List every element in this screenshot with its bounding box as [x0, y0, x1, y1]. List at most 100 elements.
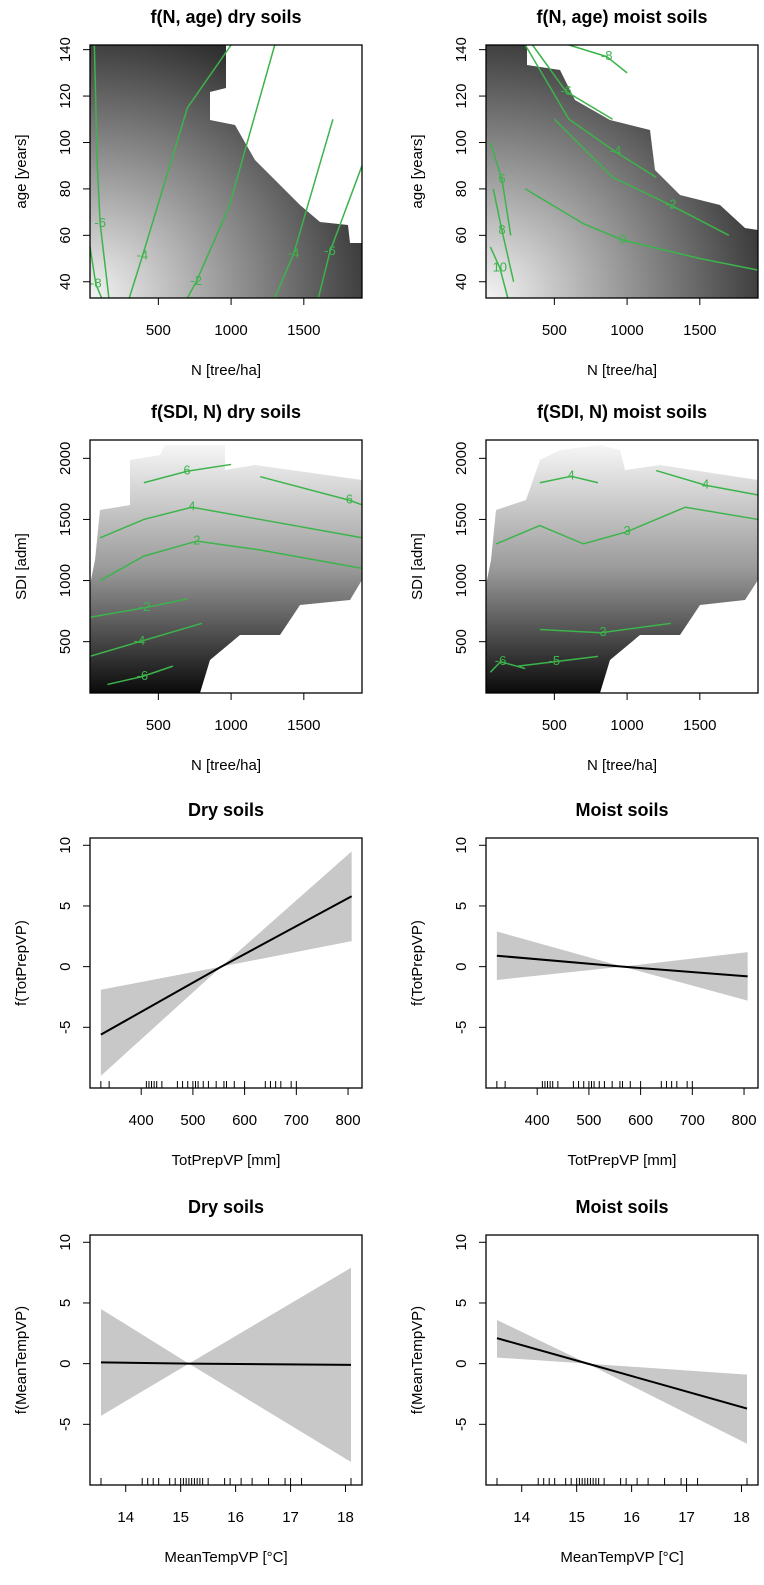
x-tick-label: 500 [146, 322, 171, 339]
contour-line [524, 44, 657, 178]
contour-line [128, 44, 232, 299]
x-tick-label: 1500 [287, 717, 320, 734]
x-tick-label: 600 [628, 1112, 653, 1129]
x-tick-label: 16 [623, 1509, 640, 1526]
contour-line [93, 44, 110, 299]
x-tick-label: 14 [117, 1509, 134, 1526]
x-tick-label: 500 [542, 717, 567, 734]
y-axis-label: f(TotPrepVP) [13, 920, 30, 1006]
x-tick-label: 1500 [683, 717, 716, 734]
contour-line [517, 655, 599, 667]
contour-label: 8 [498, 222, 505, 237]
fit-line [100, 1361, 352, 1366]
contour-label: -5 [549, 653, 561, 668]
plot-frame [89, 1234, 363, 1486]
contour-line [317, 165, 363, 299]
contour-label: -4 [288, 245, 300, 260]
contour-label: 0 [619, 231, 626, 246]
panel-title: Moist soils [575, 800, 668, 820]
x-axis-label: TotPrepVP [mm] [568, 1152, 677, 1169]
y-axis-label: f(MeanTempVP) [409, 1306, 426, 1414]
contour-line [107, 665, 174, 686]
contour-line [495, 506, 759, 545]
y-tick-label: 80 [57, 181, 74, 198]
contour-line [489, 142, 512, 236]
x-tick-label: 800 [732, 1112, 757, 1129]
surface [90, 445, 362, 693]
contour-label: 6 [498, 171, 505, 186]
x-tick-label: 15 [172, 1509, 189, 1526]
y-axis-label: f(MeanTempVP) [13, 1306, 30, 1414]
plot-frame [485, 837, 759, 1089]
contour-line [539, 475, 599, 484]
y-tick-label: 100 [57, 130, 74, 155]
confidence-band [496, 931, 748, 1001]
confidence-band [496, 1319, 748, 1444]
y-tick-label: 120 [57, 84, 74, 109]
plot-frame [89, 837, 363, 1089]
contour-label: 3 [623, 523, 630, 538]
y-tick-label: 5 [453, 902, 470, 910]
y-tick-label: 1500 [453, 503, 470, 536]
surface [90, 45, 362, 298]
y-tick-label: 10 [453, 837, 470, 854]
contour-line [492, 188, 515, 282]
contour-line [274, 119, 334, 299]
x-tick-label: 500 [576, 1112, 601, 1129]
y-tick-label: 5 [453, 1299, 470, 1307]
fit-line [496, 954, 748, 978]
contour-line [259, 475, 363, 506]
contour-line [89, 622, 203, 658]
x-axis-label: MeanTempVP [°C] [560, 1549, 683, 1566]
contour-label: -2 [139, 599, 151, 614]
y-tick-label: 2000 [57, 442, 74, 475]
y-axis-label: SDI [adm] [409, 533, 426, 600]
y-tick-label: 140 [57, 37, 74, 62]
x-tick-label: 1000 [214, 322, 247, 339]
fit-line [496, 1337, 748, 1410]
y-tick-label: -5 [453, 1021, 470, 1034]
y-tick-label: 1000 [57, 564, 74, 597]
y-tick-label: 500 [57, 629, 74, 654]
contour-label: 4 [188, 499, 195, 514]
contour-label: -6 [560, 83, 572, 98]
y-tick-label: 10 [57, 1234, 74, 1251]
contour-line [143, 463, 232, 484]
surface [486, 445, 758, 693]
x-axis-label: N [tree/ha] [191, 757, 261, 774]
contour-line [553, 118, 730, 236]
x-tick-label: 17 [678, 1509, 695, 1526]
contour-line [568, 44, 628, 74]
contour-label: -6 [324, 243, 336, 258]
y-tick-label: 40 [453, 273, 470, 290]
panel-title: f(SDI, N) dry soils [151, 402, 301, 422]
y-tick-label: 500 [453, 629, 470, 654]
y-tick-label: 120 [453, 84, 470, 109]
contour-label: -2 [665, 197, 677, 212]
y-axis-label: age [years] [409, 134, 426, 208]
y-tick-label: 0 [453, 1359, 470, 1367]
x-axis-label: N [tree/ha] [587, 362, 657, 379]
y-tick-label: 5 [57, 902, 74, 910]
contour-line [89, 246, 103, 299]
panel-title: f(N, age) dry soils [150, 7, 301, 27]
contour-label: 4 [702, 477, 709, 492]
contour-line [89, 598, 188, 618]
y-tick-label: 1000 [453, 564, 470, 597]
y-tick-label: 140 [453, 37, 470, 62]
x-tick-label: 400 [129, 1112, 154, 1129]
contour-label: 10 [493, 259, 507, 274]
contour-label: -6 [495, 653, 507, 668]
panel-title: f(N, age) moist soils [536, 7, 707, 27]
plot-frame [89, 439, 363, 694]
contour-label: -4 [610, 143, 622, 158]
contour-line [99, 506, 363, 539]
contour-label: -2 [190, 273, 202, 288]
contour-label: -3 [595, 624, 607, 639]
contour-label: -8 [601, 48, 613, 63]
y-tick-label: -5 [57, 1021, 74, 1034]
fit-line [100, 895, 353, 1036]
contour-label: -6 [137, 668, 149, 683]
contour-line [186, 44, 276, 299]
